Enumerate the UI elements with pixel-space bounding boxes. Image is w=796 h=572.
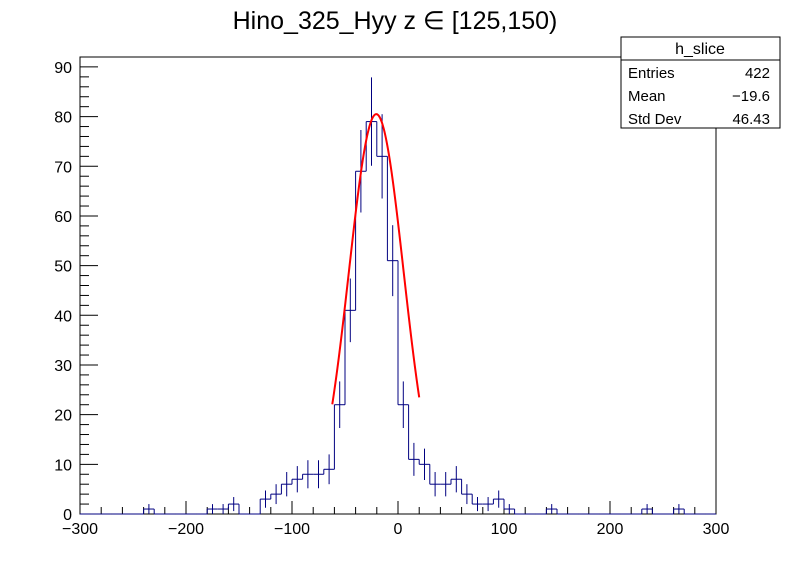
x-tick-label: 0 bbox=[394, 521, 403, 538]
y-tick-label: 20 bbox=[54, 408, 72, 425]
y-tick-label: 40 bbox=[54, 308, 72, 325]
x-tick-label: −200 bbox=[168, 521, 204, 538]
y-tick-label: 0 bbox=[63, 507, 72, 524]
x-tick-label: −300 bbox=[62, 521, 98, 538]
y-tick-label: 60 bbox=[54, 209, 72, 226]
stats-stddev-label: Std Dev bbox=[628, 111, 682, 128]
fit-curve bbox=[331, 113, 421, 405]
stats-box-title: h_slice bbox=[675, 41, 725, 58]
x-axis: −300 −200 −100 0 100 200 300 bbox=[62, 501, 729, 538]
y-axis: 0 10 20 30 40 50 60 70 80 90 bbox=[54, 56, 98, 524]
stats-box: h_slice Entries 422 Mean −19.6 Std Dev 4… bbox=[620, 36, 781, 129]
y-tick-label: 10 bbox=[54, 457, 72, 474]
y-tick-label: 70 bbox=[54, 159, 72, 176]
x-tick-label: 100 bbox=[491, 521, 518, 538]
y-tick-label: 50 bbox=[54, 259, 72, 276]
stats-mean-label: Mean bbox=[628, 88, 666, 105]
y-tick-label: 80 bbox=[54, 110, 72, 127]
y-tick-label: 30 bbox=[54, 358, 72, 375]
stats-entries-label: Entries bbox=[628, 65, 675, 82]
y-tick-label: 90 bbox=[54, 60, 72, 77]
x-tick-label: −100 bbox=[274, 521, 310, 538]
gaussian-fit bbox=[331, 113, 421, 405]
plot-area: −300 −200 −100 0 100 200 300 0 10 20 30 40 50 60 70 80… bbox=[54, 56, 729, 538]
stats-stddev-value: 46.43 bbox=[732, 111, 770, 128]
stats-entries-value: 422 bbox=[745, 65, 770, 82]
x-tick-label: 200 bbox=[597, 521, 624, 538]
chart-title: Hino_325_Hyy z ∈ [125,150) bbox=[233, 7, 558, 35]
stats-mean-value: −19.6 bbox=[732, 88, 770, 105]
stats-box-frame bbox=[620, 36, 781, 129]
x-tick-label: 300 bbox=[703, 521, 730, 538]
